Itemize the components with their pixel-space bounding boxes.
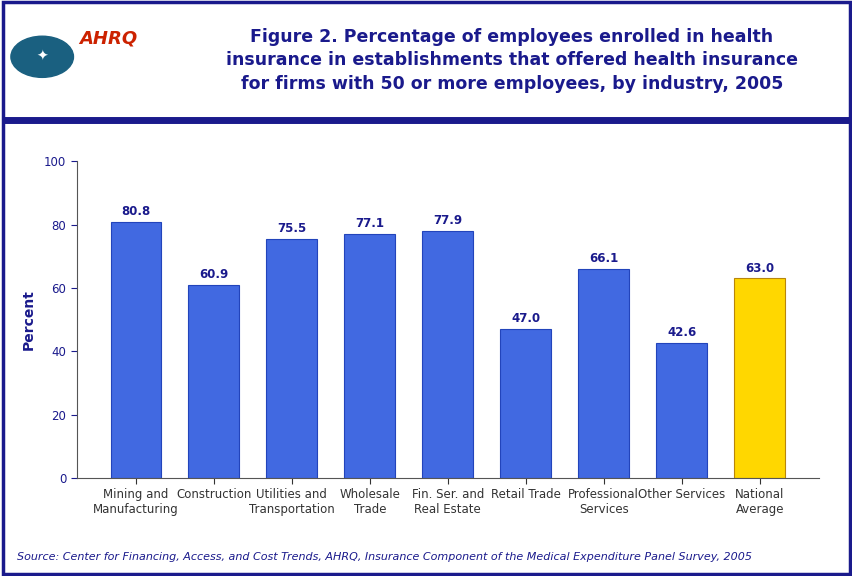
Bar (422, 232, 473, 478)
Text: 47.0: 47.0 (510, 312, 540, 325)
Bar (734, 279, 784, 478)
Text: 60.9: 60.9 (199, 268, 228, 281)
Text: ✦: ✦ (37, 50, 48, 64)
Bar (500, 329, 550, 478)
Text: Advancing
Excellence in
Health Care: Advancing Excellence in Health Care (83, 59, 133, 91)
Text: 77.9: 77.9 (433, 214, 462, 228)
Text: AHRQ: AHRQ (79, 29, 137, 47)
Bar (266, 239, 317, 478)
Circle shape (11, 36, 73, 77)
Text: 80.8: 80.8 (121, 205, 150, 218)
Bar (656, 343, 706, 478)
Y-axis label: Percent: Percent (22, 289, 36, 350)
Text: 66.1: 66.1 (589, 252, 618, 265)
Text: 63.0: 63.0 (745, 262, 774, 275)
Text: Figure 2. Percentage of employees enrolled in health
insurance in establishments: Figure 2. Percentage of employees enroll… (226, 28, 797, 93)
Bar (188, 285, 239, 478)
Bar (578, 268, 629, 478)
Text: 77.1: 77.1 (355, 217, 384, 230)
Bar (344, 234, 394, 478)
Text: Source: Center for Financing, Access, and Cost Trends, AHRQ, Insurance Component: Source: Center for Financing, Access, an… (17, 552, 751, 562)
Text: 42.6: 42.6 (666, 327, 695, 339)
Text: 75.5: 75.5 (277, 222, 306, 235)
Bar (111, 222, 161, 478)
